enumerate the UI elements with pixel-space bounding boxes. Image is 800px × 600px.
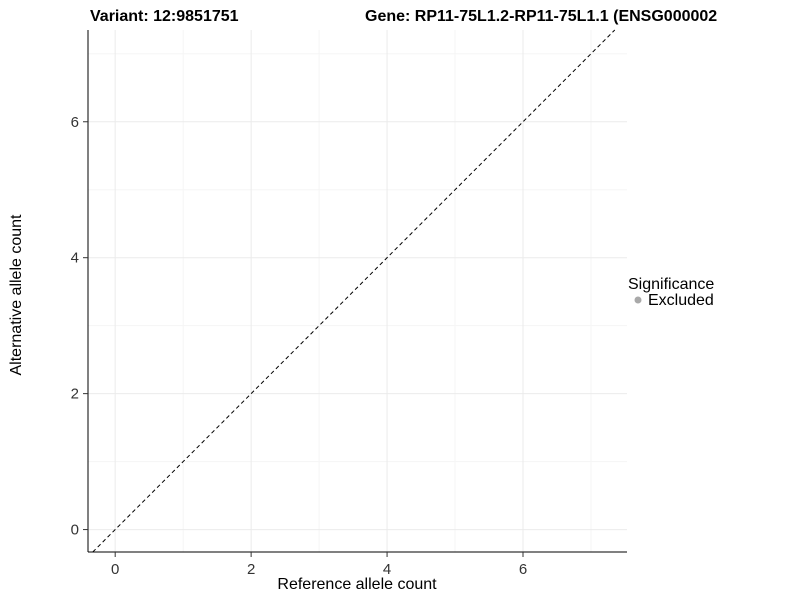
axis-lines (87, 30, 627, 553)
y-tick-label: 2 (71, 386, 79, 403)
x-tick-label: 6 (519, 561, 527, 578)
tick-labels: 0 2 4 6 0 2 4 6 (71, 114, 528, 578)
x-tick-label: 2 (247, 561, 255, 578)
gridlines-minor (88, 30, 627, 552)
gene-title: Gene: RP11-75L1.2-RP11-75L1.1 (ENSG00000… (365, 8, 717, 25)
x-tick-label: 4 (383, 561, 391, 578)
x-tick-label: 0 (111, 561, 119, 578)
variant-title: Variant: 12:9851751 (90, 8, 239, 25)
tick-marks (83, 121, 524, 557)
legend: Significance Excluded (628, 276, 714, 309)
y-axis-label: Alternative allele count (8, 214, 25, 376)
x-axis-label: Reference allele count (277, 576, 437, 593)
gridlines-major (88, 30, 627, 552)
y-tick-label: 0 (71, 522, 79, 539)
y-tick-label: 6 (71, 114, 79, 131)
legend-marker-excluded (634, 296, 642, 304)
y-tick-label: 4 (71, 250, 79, 267)
plot-panel-background (88, 30, 627, 552)
legend-label-excluded: Excluded (648, 292, 714, 309)
legend-title: Significance (628, 276, 714, 293)
